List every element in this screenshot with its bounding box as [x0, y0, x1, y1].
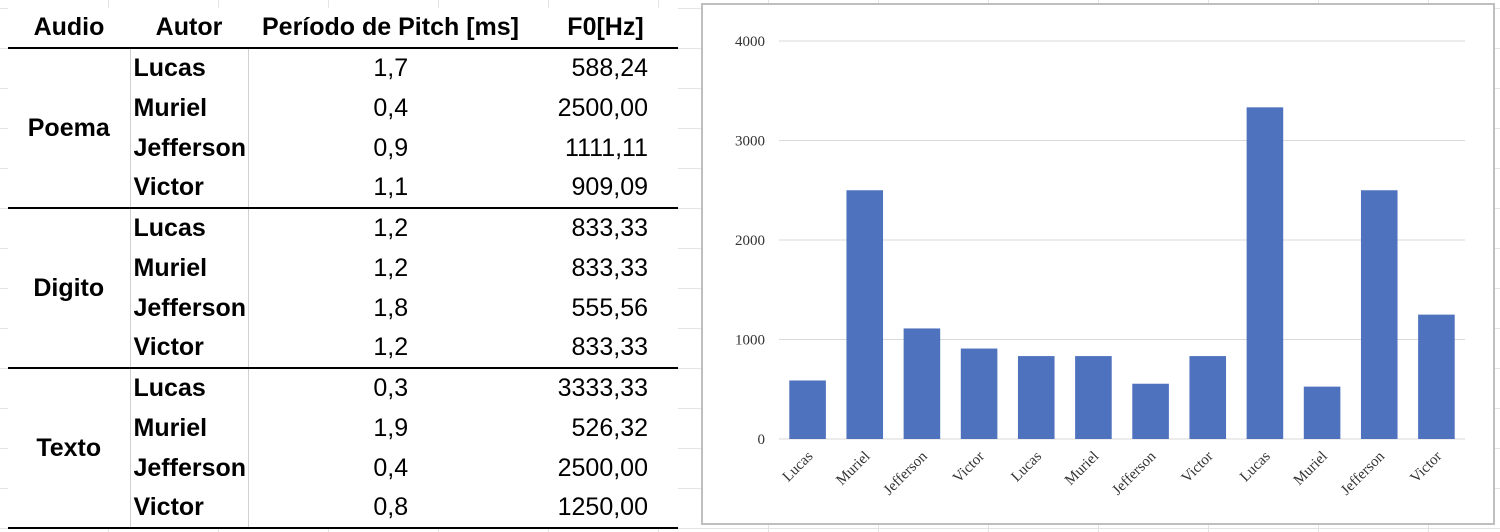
- x-tick-label: Muriel: [1062, 449, 1102, 489]
- bar: [960, 348, 998, 439]
- table-row: Muriel 0,4 2500,00: [8, 88, 678, 128]
- bar: [789, 380, 826, 439]
- x-tick-label: Victor: [950, 449, 988, 487]
- x-tick-label: Lucas: [780, 448, 817, 485]
- autor-cell[interactable]: Victor: [130, 488, 249, 529]
- header-autor[interactable]: Autor: [130, 8, 248, 49]
- x-tick-label: Victor: [1407, 449, 1445, 487]
- bar: [846, 190, 884, 439]
- audio-group-cell[interactable]: Texto: [8, 368, 131, 529]
- f0-cell[interactable]: 555,56: [571, 293, 648, 322]
- bar: [1246, 107, 1284, 439]
- bar: [1418, 314, 1455, 439]
- f0-cell[interactable]: 526,32: [571, 413, 648, 442]
- autor-cell[interactable]: Jefferson: [130, 448, 249, 488]
- y-tick-label: 0: [758, 432, 766, 448]
- x-tick-label: Muriel: [1291, 449, 1331, 489]
- periodo-cell[interactable]: 1,2: [373, 253, 409, 282]
- x-tick-label: Jefferson: [1338, 448, 1388, 498]
- f0-cell[interactable]: 3333,33: [557, 374, 648, 402]
- f0-cell[interactable]: 2500,00: [557, 93, 648, 122]
- autor-cell[interactable]: Lucas: [130, 368, 249, 408]
- periodo-cell[interactable]: 0,4: [373, 453, 409, 482]
- autor-cell[interactable]: Lucas: [130, 208, 249, 248]
- y-tick-label: 2000: [735, 233, 765, 249]
- f0-cell[interactable]: 588,24: [571, 54, 648, 82]
- table-row: Victor 1,1 909,09: [8, 168, 678, 209]
- header-periodo[interactable]: Período de Pitch [ms]: [248, 8, 533, 49]
- periodo-cell[interactable]: 1,9: [373, 413, 409, 442]
- header-f0[interactable]: F0[Hz]: [533, 8, 678, 49]
- pitch-table: Audio Autor Período de Pitch [ms] F0[Hz]…: [8, 8, 678, 529]
- table-row: Muriel 1,2 833,33: [8, 248, 678, 288]
- autor-cell[interactable]: Jefferson: [130, 128, 249, 168]
- periodo-cell[interactable]: 0,4: [373, 93, 409, 122]
- bar: [1303, 386, 1341, 439]
- autor-cell[interactable]: Muriel: [130, 88, 249, 128]
- bar: [1017, 356, 1055, 439]
- periodo-cell[interactable]: 0,8: [248, 488, 533, 529]
- f0-cell[interactable]: 833,33: [571, 253, 648, 282]
- table-row: Digito Lucas 1,2 833,33: [8, 208, 678, 369]
- autor-cell[interactable]: Victor: [130, 328, 249, 369]
- f0-cell[interactable]: 2500,00: [557, 453, 648, 482]
- x-tick-label: Lucas: [1237, 448, 1274, 485]
- bar: [1132, 383, 1169, 439]
- autor-cell[interactable]: Jefferson: [130, 288, 249, 328]
- audio-group-cell[interactable]: Poema: [8, 48, 131, 209]
- periodo-cell[interactable]: 0,9: [373, 133, 409, 162]
- f0-cell[interactable]: 1250,00: [533, 488, 678, 529]
- chart-container[interactable]: 0 1000 2000 3000 4000 Lucas Muriel Jefferson Vic…: [701, 3, 1495, 525]
- table-row: Jefferson 0,4 2500,00: [8, 448, 678, 488]
- f0-cell[interactable]: 909,09: [533, 168, 678, 209]
- table-row: Victor 1,2 833,33: [8, 328, 678, 369]
- autor-cell[interactable]: Victor: [130, 168, 249, 209]
- x-tick-label: Jefferson: [881, 448, 931, 498]
- table-header-row: Audio Autor Período de Pitch [ms] F0[Hz]: [8, 8, 678, 49]
- y-tick-label: 3000: [735, 134, 765, 150]
- table-row: Poema Lucas 1,7 588,24: [8, 48, 678, 209]
- bar: [1189, 356, 1227, 439]
- x-tick-label: Lucas: [1008, 448, 1045, 485]
- table-row: Muriel 1,9 526,32: [8, 408, 678, 448]
- bar: [1075, 356, 1112, 439]
- f0-cell[interactable]: 1111,11: [565, 133, 648, 162]
- table-row: Jefferson 0,9 1111,11: [8, 128, 678, 168]
- x-tick-label: Jefferson: [1109, 448, 1159, 498]
- table-row: Victor 0,8 1250,00: [8, 488, 678, 529]
- x-tick-label: Victor: [1179, 449, 1217, 487]
- periodo-cell[interactable]: 1,1: [248, 168, 533, 209]
- bar: [1360, 190, 1398, 439]
- autor-cell[interactable]: Muriel: [130, 408, 249, 448]
- y-tick-label: 4000: [735, 34, 765, 50]
- f0-cell[interactable]: 833,33: [533, 328, 678, 369]
- periodo-cell[interactable]: 1,2: [373, 214, 409, 242]
- autor-cell[interactable]: Muriel: [130, 248, 249, 288]
- periodo-cell[interactable]: 1,2: [248, 328, 533, 369]
- periodo-cell[interactable]: 1,7: [373, 54, 409, 82]
- f0-cell[interactable]: 833,33: [571, 214, 648, 242]
- table-row: Jefferson 1,8 555,56: [8, 288, 678, 328]
- header-audio[interactable]: Audio: [8, 8, 130, 49]
- audio-group-cell[interactable]: Digito: [8, 208, 131, 369]
- periodo-cell[interactable]: 1,8: [373, 293, 409, 322]
- table-row: Texto Lucas 0,3 3333,33: [8, 368, 678, 529]
- bar: [903, 328, 941, 439]
- x-tick-label: Muriel: [833, 449, 873, 489]
- autor-cell[interactable]: Lucas: [130, 48, 249, 88]
- periodo-cell[interactable]: 0,3: [373, 374, 409, 402]
- y-tick-label: 1000: [735, 333, 765, 349]
